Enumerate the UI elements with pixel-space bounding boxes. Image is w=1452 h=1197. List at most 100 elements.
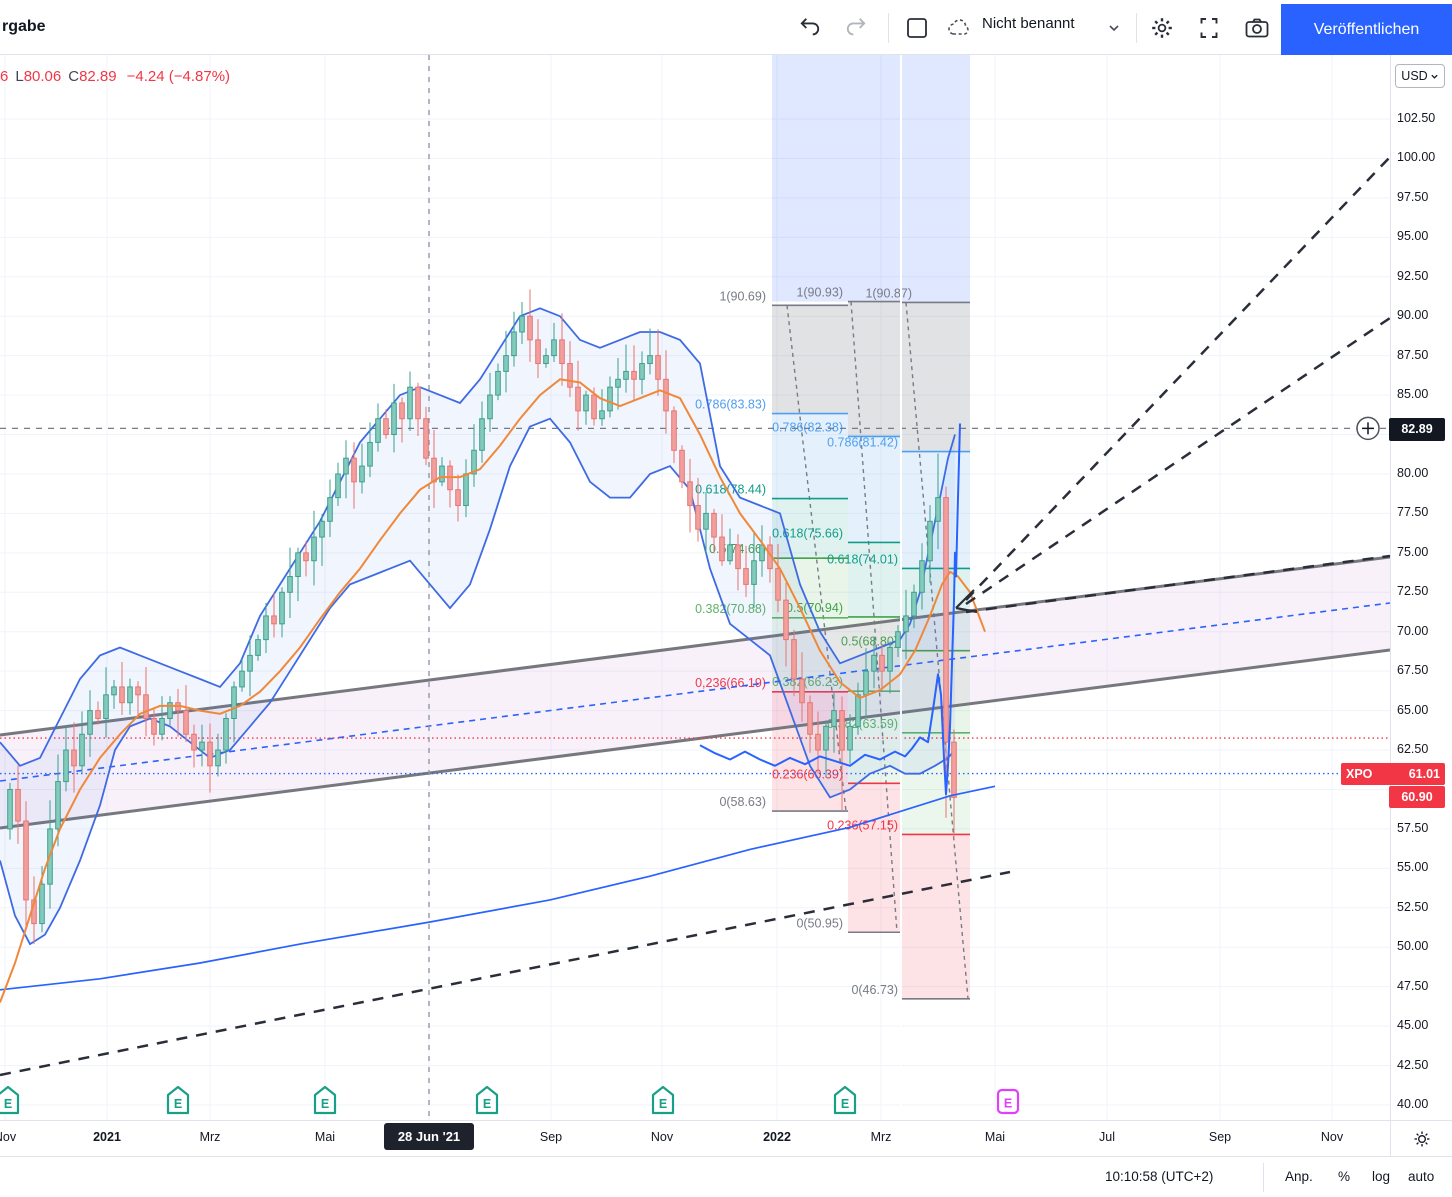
candle-body: [183, 710, 189, 735]
fib-zone: [848, 436, 900, 543]
candle-body: [679, 449, 685, 483]
earnings-icon: [475, 1085, 499, 1115]
fib-level-label: 0.382(66.23): [772, 675, 843, 689]
crosshair-date-badge: 28 Jun '21: [384, 1123, 474, 1150]
axis-settings-corner[interactable]: [1390, 1120, 1452, 1156]
fib-level-label: 0.382(70.88): [695, 602, 766, 616]
fib-level-label: 1(90.69): [719, 289, 766, 303]
candle-body: [151, 717, 157, 735]
fib-level-label: 0(50.95): [796, 916, 843, 930]
price-tick: 72.50: [1397, 584, 1429, 599]
earnings-icon: [833, 1085, 857, 1115]
percent-toggle[interactable]: %: [1338, 1169, 1351, 1184]
bollinger-lower: [0, 417, 956, 946]
time-tick: Mai: [314, 1130, 336, 1144]
auto-toggle[interactable]: auto: [1408, 1169, 1435, 1184]
earnings-letter: E: [4, 1097, 12, 1111]
candle-body: [623, 370, 629, 380]
candle-body: [271, 615, 277, 625]
fullscreen-button[interactable]: [1195, 14, 1223, 42]
price-axis[interactable]: USD 82.89 XPO 61.01 60.90 102.50 100.00 97…: [1341, 55, 1452, 1120]
price-tick: 92.50: [1397, 268, 1429, 283]
price-tick: 77.50: [1397, 505, 1429, 520]
fullscreen-icon: [1200, 18, 1218, 38]
candle-body: [479, 418, 485, 451]
fib-date-band: [902, 55, 970, 303]
publish-button[interactable]: Veröffentlichen: [1281, 4, 1452, 55]
candle-body: [23, 820, 29, 901]
candle-body: [247, 654, 253, 672]
layout-menu-button[interactable]: [1100, 14, 1128, 42]
highlight-bands: [772, 55, 970, 303]
gear-icon: [1152, 18, 1172, 38]
layout-name[interactable]: Nicht benannt: [982, 15, 1075, 32]
settings-button[interactable]: [1148, 14, 1176, 42]
clock[interactable]: 10:10:58 (UTC+2): [1105, 1169, 1214, 1184]
candle-body: [279, 591, 285, 625]
candle-body: [295, 552, 301, 578]
candle-body: [951, 741, 957, 798]
earnings-icon: [0, 1085, 20, 1115]
candle-body: [503, 355, 509, 372]
candle-body: [735, 544, 741, 570]
candle-body: [351, 457, 357, 483]
layout-button[interactable]: [903, 14, 931, 42]
redo-button[interactable]: [842, 14, 870, 42]
fib-level-label: 0(58.63): [719, 795, 766, 809]
long-ma-line: [0, 785, 996, 991]
candle-body: [519, 315, 525, 333]
top-toolbar: rgabe Nicht benannt: [0, 0, 1452, 55]
candle-body: [807, 702, 813, 735]
compare-value-1: 61.01: [1408, 767, 1440, 781]
price-tick: 67.50: [1397, 663, 1429, 678]
earnings-letter: E: [174, 1097, 182, 1111]
channel-midline: [0, 602, 1390, 782]
candle-body: [551, 339, 557, 357]
price-tick: 90.00: [1397, 308, 1429, 323]
candle-body: [927, 520, 933, 562]
cloud-save-button[interactable]: [945, 14, 973, 42]
candle-body: [871, 654, 877, 672]
candle-body: [903, 615, 909, 633]
fib-level-label: 0(46.73): [851, 983, 898, 997]
candle-body: [815, 733, 821, 751]
candle-body: [343, 457, 349, 475]
candle-body: [847, 725, 853, 751]
price-tick: 65.00: [1397, 702, 1429, 717]
trendline-dashed: [965, 316, 1390, 606]
candle-body: [559, 339, 565, 365]
chevron-down-icon: [1109, 25, 1119, 32]
undo-button[interactable]: [796, 14, 824, 42]
candle-body: [303, 552, 309, 562]
earnings-upcoming-icon: [996, 1088, 1020, 1115]
time-axis[interactable]: Nov 2021 Mrz Mai Sep Nov 2022 Mrz Mai Jul Sep Nov 28…: [0, 1120, 1390, 1156]
candle-body: [727, 544, 733, 562]
price-tick: 52.50: [1397, 899, 1429, 914]
candle-body: [223, 717, 229, 751]
fib-zone: [772, 413, 848, 499]
snapshot-button[interactable]: [1243, 14, 1271, 42]
fib-zone: [902, 834, 970, 999]
time-tick: Nov: [650, 1130, 674, 1144]
candle-body: [759, 544, 765, 562]
long-ma: [0, 785, 996, 991]
sma-orange: [0, 378, 986, 1003]
adjust-toggle[interactable]: Anp.: [1285, 1169, 1313, 1184]
candle-body: [743, 568, 749, 585]
fib-zone: [848, 783, 900, 933]
candle-body: [671, 410, 677, 451]
fib-level-label: 1(90.87): [865, 286, 912, 300]
fib-level-label: 1(90.93): [796, 286, 843, 300]
price-line: [699, 423, 961, 796]
candle-body: [919, 560, 925, 593]
chart-canvas[interactable]: 1(90.69)0.786(83.83)0.618(78.44)0.5(74.6…: [0, 55, 1390, 1120]
time-tick: Nov: [0, 1130, 17, 1144]
fib-level-label: 0.786(81.42): [827, 436, 898, 450]
log-toggle[interactable]: log: [1372, 1169, 1391, 1184]
currency-selector[interactable]: USD: [1395, 64, 1445, 88]
candle-body: [103, 694, 109, 719]
earnings-icon: [166, 1085, 190, 1115]
candle-body: [79, 733, 85, 767]
bollinger-upper: [0, 307, 956, 767]
toolbar-separator: [1136, 13, 1137, 43]
